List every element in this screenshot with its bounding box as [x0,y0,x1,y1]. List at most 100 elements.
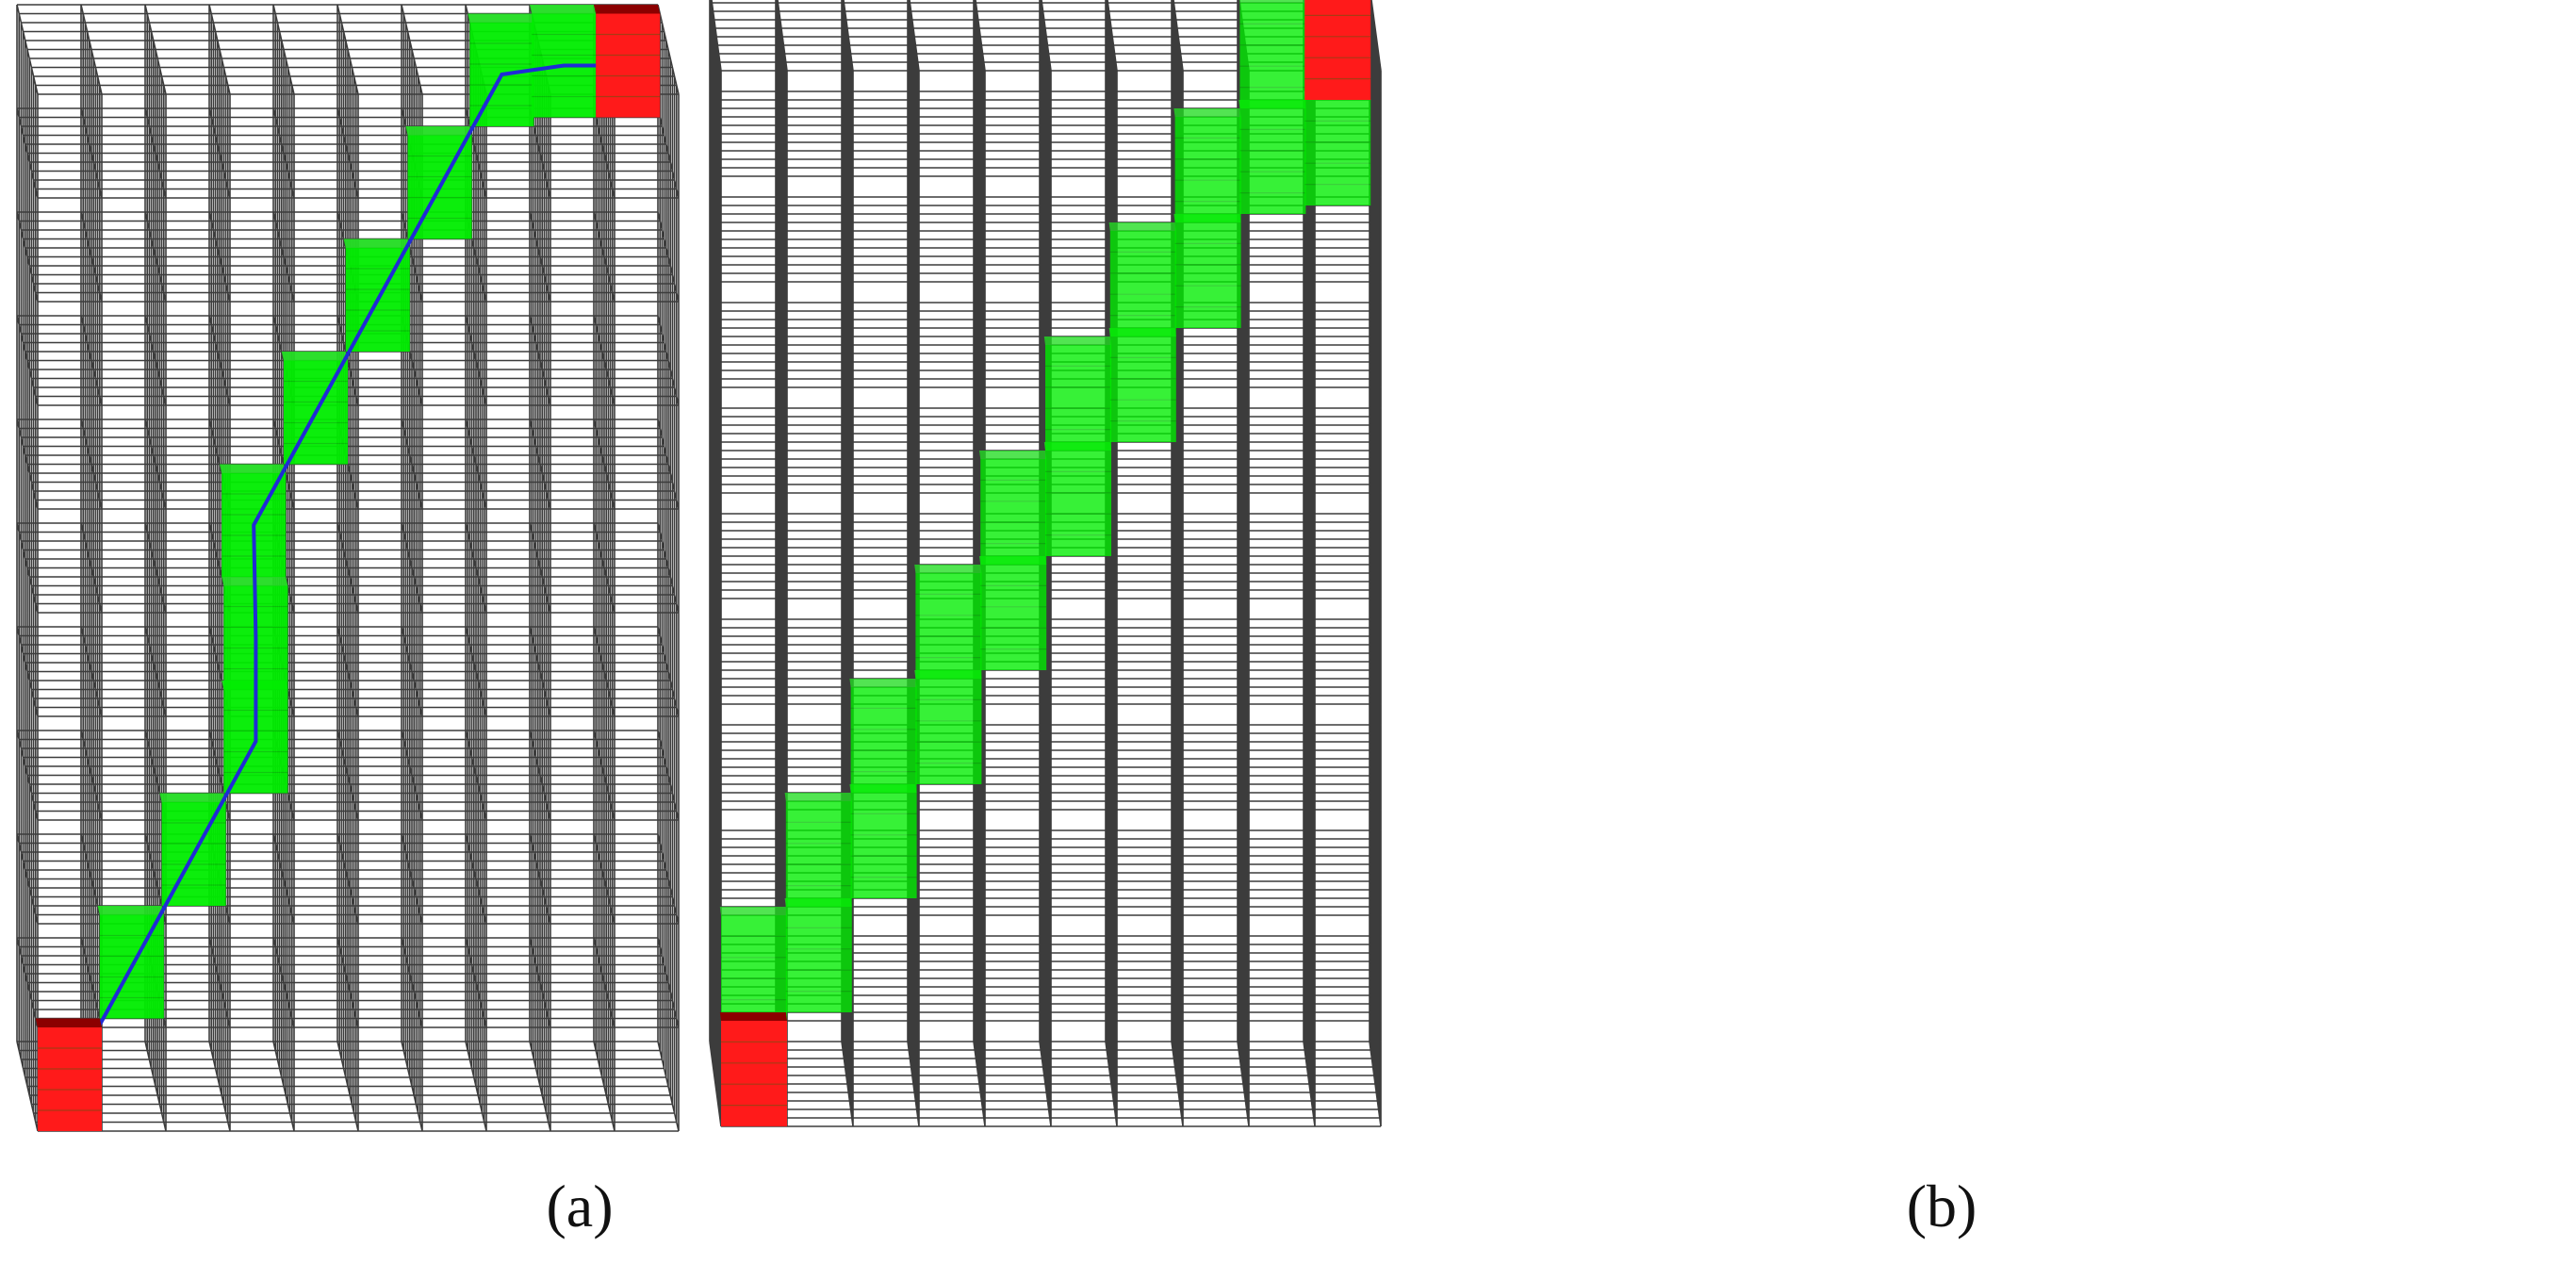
path-cell-8-top [468,13,534,23]
path-cell-1 [784,898,852,1012]
path-cell-5-stripes [284,380,348,445]
panel-a-caption: (a) [546,1173,614,1239]
start-cell-front [721,1021,787,1126]
path-cell-14-front [1174,117,1241,222]
path-cell-11-stripes [1109,356,1176,422]
goal-cell-front [1304,0,1371,100]
start-cell [35,1018,102,1131]
path-cell-15-stripes [1239,128,1306,194]
path-cell-13-stripes [1174,242,1241,308]
path-cell-6-stripes [345,268,410,332]
path-cell-16-front [1239,3,1306,108]
path-cell-10-top [1043,337,1111,345]
path-cell-14-top [1173,108,1241,117]
path-cell-7-front [980,565,1047,670]
path-cell-9-stripes [1045,470,1111,536]
path-cell-6-stripes [915,593,982,659]
path-cell-16-top [1239,0,1306,3]
path-cell-8-top [979,451,1047,459]
path-cell-9 [530,5,597,118]
path-cell-0-top [97,906,164,915]
path-cell-14 [1173,108,1241,222]
goal-cell-front [596,13,661,118]
goal-cell [594,5,661,118]
path-cell-12 [1108,222,1176,337]
start-cell-stripes [721,1041,787,1107]
path-cell-7 [979,556,1047,670]
path-cell-17-front [1304,100,1371,205]
start-cell-stripes [38,1047,102,1111]
path-cell-0 [719,907,787,1021]
start-cell-top [719,1012,787,1021]
path-cell-7-stripes [980,584,1047,650]
path-cell-7-top [405,126,472,136]
path-cell-0-front [721,915,787,1021]
path-cell-7-stripes [407,155,472,220]
path-cell-1-front [785,907,852,1012]
path-cell-2-stripes [785,821,852,887]
goal-cell-stripes [1304,14,1371,80]
path-cell-0-stripes [721,935,787,1001]
goal-cell-stripes [596,33,661,98]
path-cell-13 [1173,214,1241,328]
path-cell-6-top [914,565,982,573]
path-cell-3-stripes [850,813,917,878]
start-cell-front [38,1027,102,1131]
path-cell-8-stripes [980,479,1047,545]
path-cell-2-top [784,793,852,801]
path-cell-3-front [850,793,917,898]
path-cell-6-top [343,238,410,248]
path-cell-6-front [915,573,982,679]
path-cell-17-stripes [1304,120,1371,186]
path-cell-10-front [1045,345,1111,451]
path-cell-5-front [915,679,982,784]
path-cell-0-top [719,907,787,915]
path-cell-1-top [159,793,226,802]
path-cell-4-stripes [850,707,917,773]
path-cell-16-stripes [1239,23,1306,89]
path-cell-5 [914,670,982,784]
path-cell-11-front [1109,337,1176,442]
path-cell-12-top [1108,222,1176,231]
panel-a-3d-grid [16,4,680,1132]
path-cell-9-front [1045,451,1111,556]
path-cell-14-stripes [1174,137,1241,203]
path-cell-2-front [785,801,852,907]
path-cell-8-stripes [469,42,534,107]
path-cell-4 [849,679,917,793]
goal-cell [1304,0,1371,100]
panel-b-caption: (b) [1906,1173,1977,1239]
path-cell-5-top [281,352,348,361]
path-cell-17 [1304,91,1371,205]
path-cell-12-front [1109,231,1176,337]
path-cell-15-front [1239,108,1306,214]
path-cell-10-stripes [1045,365,1111,431]
path-cell-4-top [849,679,917,687]
path-cell-9-top [530,5,597,14]
path-cell-5-stripes [915,698,982,764]
path-cell-6 [914,565,982,679]
path-line [68,63,629,1080]
path-cell-4-front [850,687,917,793]
path-cell-9 [1043,442,1111,556]
path-cell-9-stripes [532,33,597,98]
path-cell-1-stripes [785,927,852,993]
path-cell-11 [1108,328,1176,442]
goal-cell-top [594,5,661,14]
start-cell-top [35,1018,102,1027]
path-cell-2 [784,793,852,907]
start-cell [719,1012,787,1126]
path-cell-13-front [1174,222,1241,328]
path-cell-12-stripes [1109,251,1176,317]
path-cell-3 [849,784,917,898]
path-cell-4-top [220,464,287,473]
path-cell-8-front [980,459,1047,565]
path-cell-0-stripes [99,934,164,999]
path-cell-8 [979,451,1047,565]
path-cell-1-stripes [161,822,226,886]
path-cell-10 [1043,337,1111,451]
panel-b-3d-grid [709,0,1382,1127]
path-cell-15 [1239,100,1306,214]
path-cell-16 [1239,0,1306,108]
